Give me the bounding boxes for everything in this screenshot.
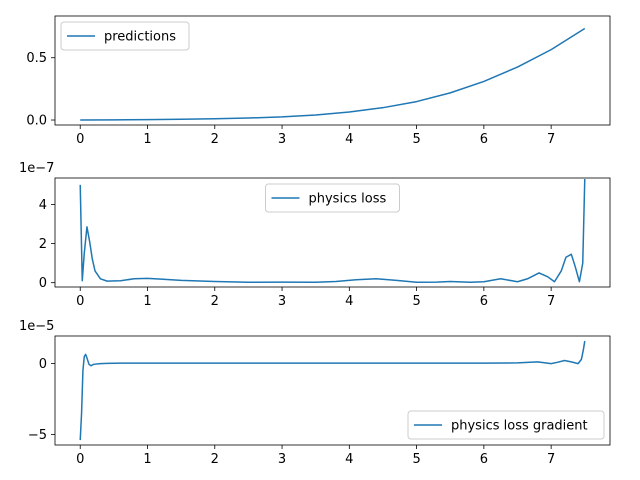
legend-box [265,183,400,213]
x-tick-label: 1 [143,294,151,309]
series-line-1-1 [80,27,586,121]
x-tick-label: 6 [480,294,488,309]
subplot-1: 0 1 2 3 4 5 6 7 0.0 0.5 predictions [26,15,611,147]
subplot-2: 0 1 2 3 4 5 6 7 0 2 4 1e−7 physics loss [19,161,611,309]
axes-frame [54,335,611,446]
x-tick-label: 5 [412,452,420,467]
x-tick-label: 2 [211,294,219,309]
x-tick-label: 7 [547,132,555,147]
axis-offset-label: 1e−5 [19,319,54,334]
x-tick-label: 6 [480,452,488,467]
x-tick-label: 1 [143,452,151,467]
y-tick-label: 0 [39,357,47,372]
series-line-2-1 [79,178,586,284]
y-tick-label: −5 [28,428,47,443]
y-tick-label: 2 [39,237,47,252]
x-tick-label: 3 [278,132,286,147]
x-tick-label: 5 [412,132,420,147]
y-tick-label: 0.5 [26,51,47,66]
x-tick-label: 0 [76,132,84,147]
x-tick-label: 3 [278,294,286,309]
subplot-3: 0 1 2 3 4 5 6 7 −5 0 1e−5 physics loss gradient [19,319,611,467]
x-tick-label: 0 [76,294,84,309]
x-tick-label: 4 [345,132,353,147]
x-tick-label: 7 [547,452,555,467]
x-tick-label: 5 [412,294,420,309]
y-tick-label: 0 [39,276,47,291]
x-tick-label: 2 [211,132,219,147]
x-tick-label: 7 [547,294,555,309]
y-tick-label: 4 [39,198,47,213]
legend: predictions [60,21,190,51]
x-tick-label: 0 [76,452,84,467]
legend-label: physics loss [309,192,387,207]
axis-offset-label: 1e−7 [19,161,54,176]
x-tick-label: 4 [345,294,353,309]
x-tick-label: 4 [345,452,353,467]
x-tick-label: 2 [211,452,219,467]
legend-label: predictions [104,30,176,45]
x-tick-label: 6 [480,132,488,147]
legend-label: physics loss gradient [451,419,588,434]
legend: physics loss [265,183,400,213]
axes-frame [54,177,611,288]
legend: physics loss gradient [407,410,605,440]
legend-box [60,21,190,51]
x-tick-label: 1 [143,132,151,147]
x-tick-label: 3 [278,452,286,467]
legend-box [407,410,605,440]
y-tick-label: 0.0 [26,114,47,129]
series-line-3-1 [79,340,586,441]
axes-frame [54,15,611,126]
